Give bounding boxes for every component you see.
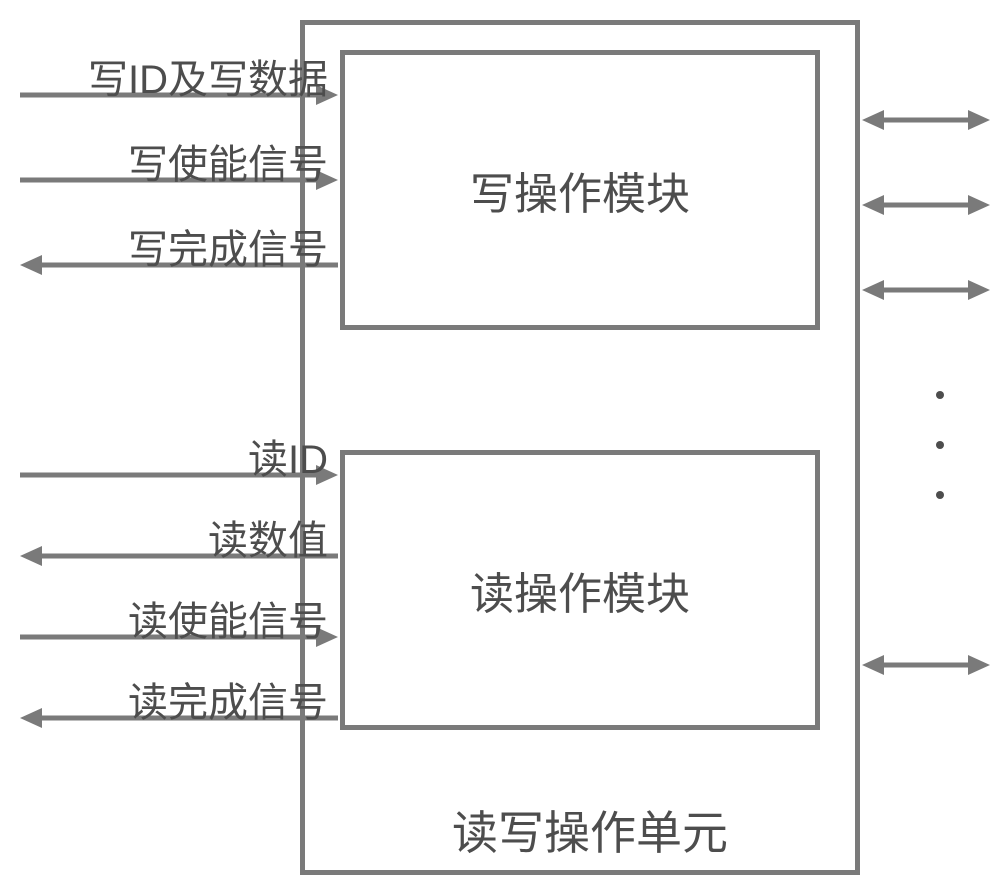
ellipsis-dot — [0, 0, 1000, 896]
diagram-canvas: 写操作模块读操作模块读写操作单元写ID及写数据写使能信号写完成信号读ID读数值读… — [0, 0, 1000, 896]
